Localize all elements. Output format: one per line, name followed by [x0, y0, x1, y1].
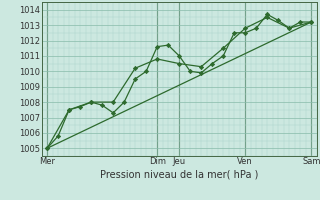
- X-axis label: Pression niveau de la mer( hPa ): Pression niveau de la mer( hPa ): [100, 169, 258, 179]
